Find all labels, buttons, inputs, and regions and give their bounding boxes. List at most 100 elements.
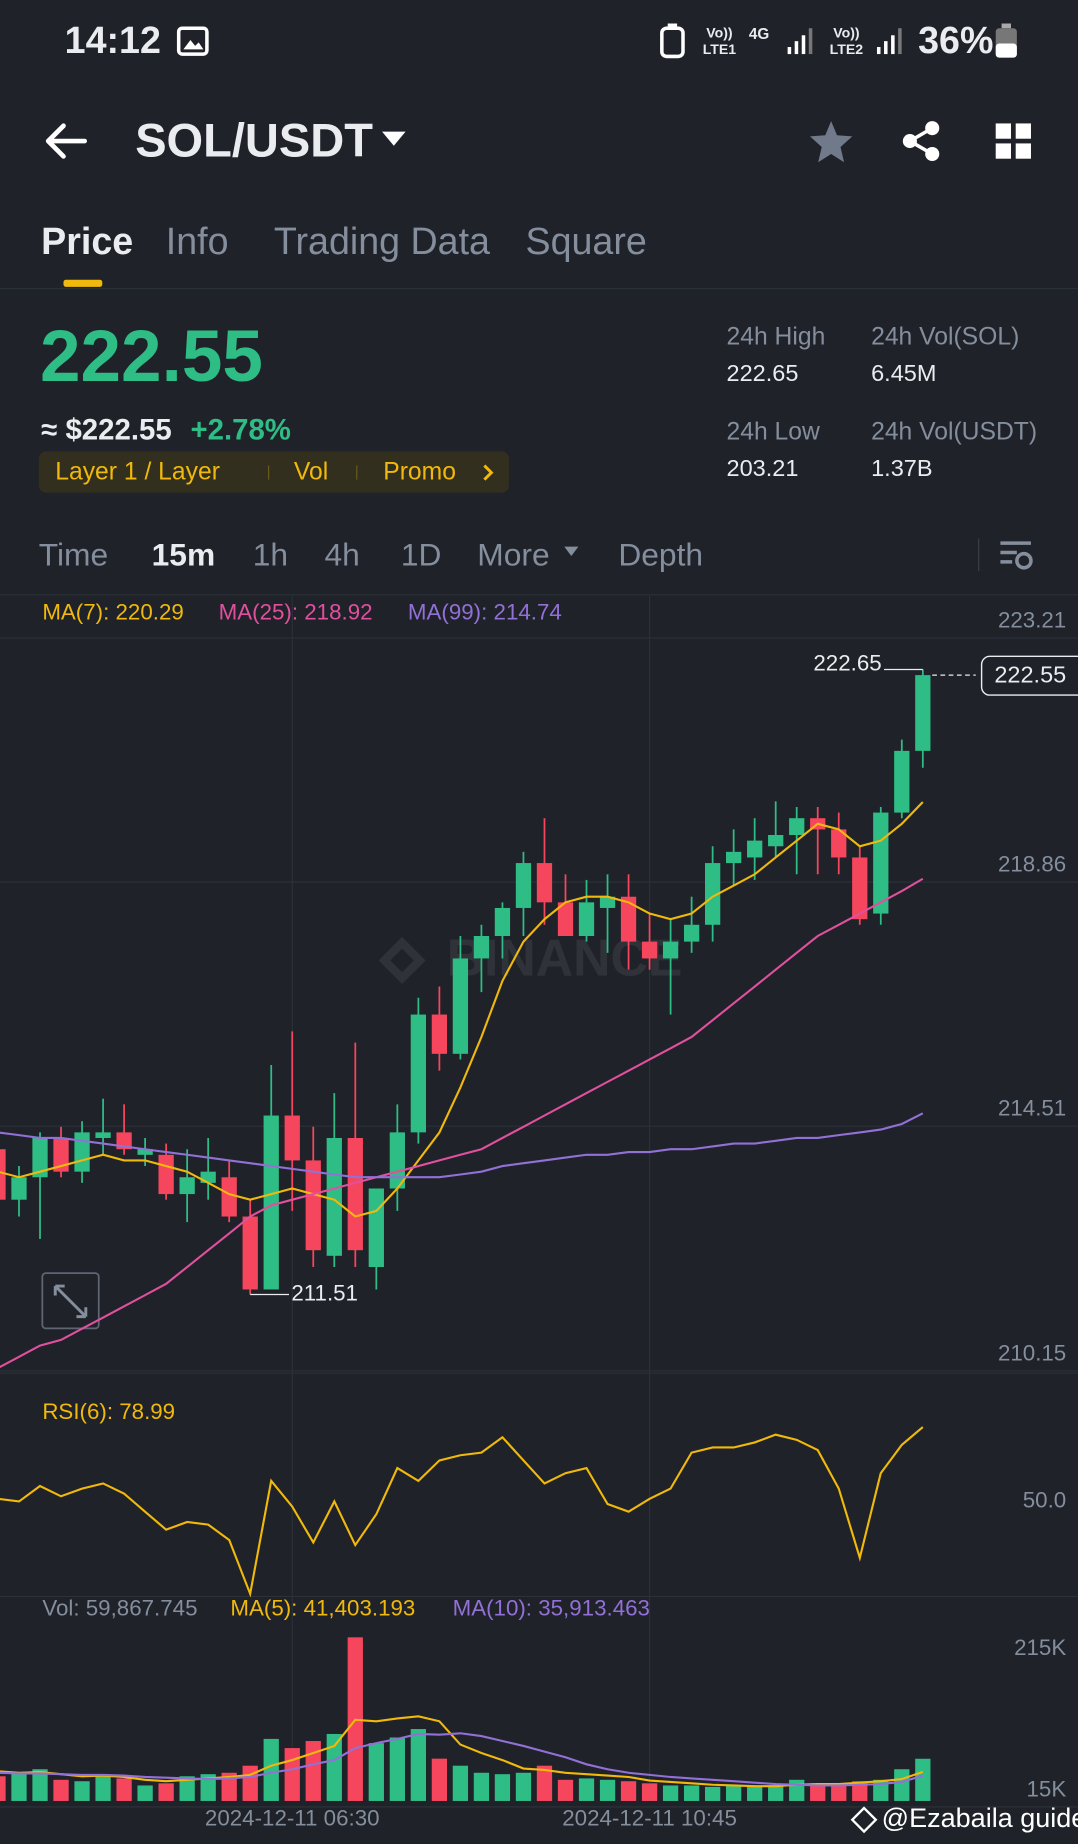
legend-entry: MA(5): 41,403.193 — [230, 1595, 415, 1620]
candle-body — [158, 1154, 174, 1195]
tab[interactable]: Trading Data — [273, 219, 490, 263]
status-time: 14:12 — [64, 18, 161, 62]
interval[interactable]: 1D — [400, 537, 442, 573]
candle-body — [200, 1171, 216, 1183]
y-tick-label: 214.51 — [998, 1096, 1066, 1121]
price-change: +2.78% — [190, 413, 291, 447]
interval[interactable]: 15m — [151, 537, 216, 573]
candle-body — [620, 896, 637, 942]
more-dropdown — [564, 546, 579, 557]
volume-bar — [242, 1765, 258, 1801]
signal2-icon — [876, 28, 902, 55]
legend-entry: Vol: 59,867.745 — [42, 1595, 197, 1620]
stat-label: 24h Vol(USDT) — [871, 418, 1038, 446]
stat-label: 24h Low — [726, 418, 820, 446]
candle-body — [305, 1160, 321, 1251]
interval[interactable]: More — [477, 537, 550, 573]
volume-bar — [179, 1776, 195, 1801]
stat-label: 24h High — [726, 323, 826, 351]
volume-bar — [620, 1781, 637, 1801]
y-tick-label: 215K — [1014, 1635, 1066, 1660]
candle-body — [368, 1188, 384, 1268]
candle-body — [74, 1132, 90, 1172]
volume-bar — [116, 1778, 132, 1801]
sim1-label: Vo)) LTE1 — [702, 24, 737, 58]
interval[interactable]: 4h — [324, 537, 360, 573]
tag-bar[interactable] — [38, 451, 510, 493]
volume-bar — [431, 1758, 448, 1801]
volume-bar — [452, 1765, 469, 1801]
candle-body — [137, 1149, 153, 1155]
volume-bar — [263, 1738, 279, 1801]
legend-entry: RSI(6): 78.99 — [42, 1399, 175, 1424]
volume-bar — [578, 1778, 595, 1801]
x-tick-label: 2024-12-11 10:45 — [562, 1806, 737, 1831]
volume-bar — [221, 1772, 237, 1801]
interval[interactable]: 1h — [252, 537, 289, 573]
favorite-button[interactable] — [809, 119, 854, 164]
watermark: BINANCE — [378, 928, 682, 986]
stat-value: 222.65 — [726, 360, 799, 387]
interval[interactable]: Time — [38, 537, 109, 573]
legend-entry: MA(25): 218.92 — [219, 600, 373, 625]
candle-body — [789, 818, 805, 836]
candle-body — [768, 835, 784, 847]
tag[interactable]: Promo — [383, 458, 456, 486]
candle-body — [494, 907, 511, 937]
y-tick-label: 223.21 — [998, 608, 1066, 633]
share-button[interactable] — [900, 120, 942, 162]
y-tick-label: 15K — [1027, 1776, 1067, 1801]
pair-title[interactable]: SOL/USDT — [135, 115, 373, 167]
candle-body — [263, 1115, 279, 1290]
candle-body — [747, 840, 763, 858]
volume-bar — [852, 1781, 868, 1801]
stat-label: 24h Vol(SOL) — [871, 323, 1020, 351]
candle-body — [242, 1216, 258, 1290]
panel: 223.21 218.86 214.51 210.15 222.65 211.51 222.… — [0, 608, 1078, 1372]
candle-body — [704, 863, 721, 925]
volume-bar — [368, 1743, 384, 1801]
tab[interactable]: Info — [165, 219, 229, 263]
tag[interactable]: Layer 1 / Layer — [55, 458, 220, 486]
candle-body — [473, 936, 490, 959]
volume-bar — [915, 1758, 931, 1801]
candle-body — [95, 1132, 111, 1138]
tab-indicator — [63, 279, 103, 287]
back-button[interactable] — [42, 120, 89, 162]
credit-text: @Ezabaila guide — [882, 1803, 1078, 1833]
tab[interactable]: Price — [41, 219, 134, 263]
sim2-label: Vo)) LTE2 — [829, 24, 864, 58]
divider — [0, 288, 1078, 290]
battery-level: 36% — [918, 18, 994, 62]
tag[interactable]: Vol — [293, 458, 329, 486]
grid-menu-button[interactable] — [995, 122, 1033, 160]
gallery-icon — [176, 26, 209, 56]
legend-entry: MA(10): 35,913.463 — [453, 1595, 650, 1620]
candle-body — [641, 941, 658, 959]
interval[interactable]: Depth — [618, 537, 704, 573]
tag-separator — [268, 465, 270, 480]
last-price-tag — [980, 655, 1078, 696]
chart-settings-button[interactable] — [998, 538, 1036, 571]
fullscreen-button[interactable] — [41, 1272, 100, 1330]
pair-dropdown[interactable] — [380, 129, 408, 148]
indicator-line — [0, 877, 924, 1369]
volume-bar — [137, 1785, 153, 1801]
credit: @Ezabaila guide — [850, 1803, 1078, 1834]
volume-bar — [95, 1774, 111, 1801]
candle-body — [852, 857, 868, 920]
panel: 50.0 — [0, 1426, 1066, 1598]
candle-body — [515, 863, 532, 908]
volume-bar — [641, 1783, 658, 1801]
y-tick-label: 210.15 — [998, 1340, 1066, 1365]
volume-bar — [200, 1774, 216, 1801]
y-tick-label: 50.0 — [1023, 1487, 1066, 1512]
tab[interactable]: Square — [525, 219, 647, 263]
volume-bar — [494, 1774, 511, 1801]
candle-body — [53, 1137, 69, 1172]
candle-body — [326, 1137, 342, 1256]
x-tick-label: 2024-12-11 06:30 — [205, 1806, 380, 1831]
candle-body — [662, 941, 679, 959]
candle-body — [32, 1137, 48, 1178]
